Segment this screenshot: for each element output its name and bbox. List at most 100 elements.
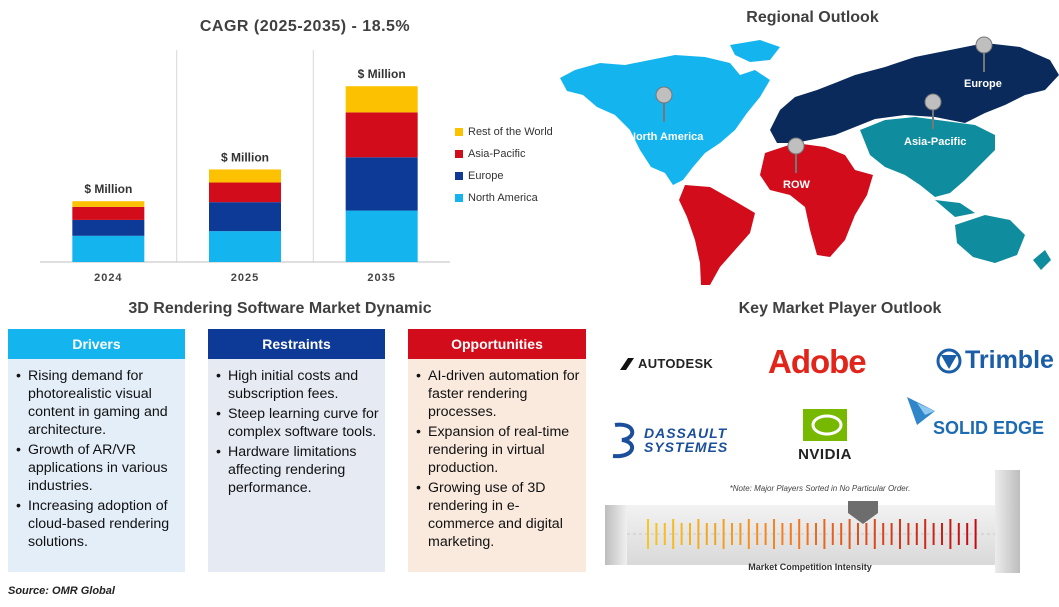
pin-north-america-icon <box>655 86 673 122</box>
list-item: Expansion of real-time rendering in virt… <box>416 423 580 477</box>
bar-segment <box>345 112 418 158</box>
intensity-tick <box>873 519 876 549</box>
legend-item: Asia-Pacific <box>455 143 575 165</box>
intensity-tick <box>722 519 725 549</box>
intensity-tick <box>705 523 708 545</box>
map-europe <box>770 43 1059 143</box>
legend-label: Rest of the World <box>468 126 553 138</box>
bar-segment <box>72 201 145 207</box>
trimble-icon <box>936 348 962 373</box>
autodesk-icon <box>620 357 634 370</box>
intensity-tick <box>899 519 901 549</box>
intensity-tick <box>865 523 868 545</box>
intensity-tick <box>907 523 910 545</box>
restraints-list: High initial costs and subscription fees… <box>216 367 379 497</box>
solid-edge-icon <box>907 397 935 425</box>
x-tick-label: 2025 <box>231 272 259 284</box>
intensity-tick <box>857 523 859 545</box>
drivers-list: Rising demand for photorealistic visual … <box>16 367 179 551</box>
intensity-tick <box>823 519 826 549</box>
dynamics-title: 3D Rendering Software Market Dynamic <box>128 300 432 317</box>
bar-total-label: $ Million <box>358 67 406 81</box>
map-label-europe: Europe <box>964 78 1002 90</box>
intensity-tick <box>974 519 977 549</box>
legend-item: Europe <box>455 165 575 187</box>
intensity-tick <box>789 523 792 545</box>
intensity-tick <box>747 519 750 549</box>
intensity-gauge: Market Competition Intensity <box>605 470 1020 575</box>
list-item: AI-driven automation for faster renderin… <box>416 367 580 421</box>
intensity-tick <box>890 523 893 545</box>
intensity-label: Market Competition Intensity <box>748 562 872 572</box>
legend-swatch <box>455 172 463 180</box>
intensity-tick <box>697 519 700 549</box>
list-item: Growth of AR/VR applications in various … <box>16 441 179 495</box>
chart-legend: Rest of the World Asia-Pacific Europe North… <box>455 121 575 209</box>
legend-label: North America <box>468 192 538 204</box>
intensity-tick <box>831 523 834 545</box>
bar-segment <box>345 86 418 113</box>
opportunities-panel: Opportunities AI-driven automation for f… <box>408 329 586 572</box>
bar-total-label: $ Million <box>84 182 132 196</box>
map-label-asia-pacific: Asia-Pacific <box>904 136 967 148</box>
restraints-panel: Restraints High initial costs and subscr… <box>208 329 385 572</box>
pin-asia-pacific-icon <box>924 93 942 129</box>
players-note: *Note: Major Players Sorted in No Partic… <box>729 484 911 493</box>
bar-segment <box>209 231 281 262</box>
trimble-logo: Trimble <box>935 346 1054 375</box>
intensity-tick <box>949 519 952 549</box>
legend-swatch <box>455 194 463 202</box>
intensity-tick <box>739 523 742 545</box>
players-title: Key Market Player Outlook <box>738 300 942 317</box>
dassault-icon <box>612 422 635 459</box>
chart-title: CAGR (2025-2035) - 18.5% <box>199 18 411 35</box>
intensity-marker-icon <box>848 501 878 524</box>
intensity-tick <box>957 523 960 545</box>
map-south-america <box>679 185 755 285</box>
solid-edge-logo: SOLID EDGE <box>905 395 1044 438</box>
restraints-header: Restraints <box>208 329 385 359</box>
bar-segment <box>209 202 281 232</box>
list-item: Rising demand for photorealistic visual … <box>16 367 179 439</box>
nvidia-icon <box>803 409 847 441</box>
drivers-panel: Drivers Rising demand for photorealistic… <box>8 329 185 572</box>
intensity-tick <box>689 523 691 545</box>
intensity-tick <box>932 523 935 545</box>
bar-segment <box>72 219 145 236</box>
bar-segment <box>345 210 418 262</box>
list-item: Steep learning curve for complex softwar… <box>216 405 379 441</box>
intensity-tick <box>680 523 683 545</box>
intensity-tick <box>756 523 759 545</box>
map-label-row: ROW <box>783 179 810 191</box>
autodesk-logo: AUTODESK <box>620 356 713 371</box>
list-item: High initial costs and subscription fees… <box>216 367 379 403</box>
opportunities-list: AI-driven automation for faster renderin… <box>416 367 580 551</box>
list-item: Hardware limitations affecting rendering… <box>216 443 379 497</box>
dassault-logo: DASSAULT SYSTEMES <box>610 420 728 460</box>
intensity-tick <box>764 523 767 545</box>
intensity-tick <box>731 523 733 545</box>
adobe-logo: Adobe <box>768 343 867 380</box>
pin-europe-icon <box>975 36 993 72</box>
intensity-tick <box>815 523 817 545</box>
regional-title: Regional Outlook <box>746 9 879 26</box>
x-tick-label: 2024 <box>94 272 122 284</box>
bar-segment <box>72 235 145 262</box>
intensity-tick <box>848 519 851 549</box>
stacked-bar-chart: $ Million 2024 $ Million 2025 $ Million 2035 <box>40 50 450 284</box>
intensity-tick <box>924 519 927 549</box>
legend-swatch <box>455 150 463 158</box>
legend-label: Europe <box>468 170 504 182</box>
map-africa <box>760 143 873 257</box>
source-note: Source: OMR Global <box>8 585 115 597</box>
intensity-tick <box>714 523 717 545</box>
list-item: Growing use of 3D rendering in e-commerc… <box>416 479 580 551</box>
intensity-ticks <box>627 519 995 549</box>
intensity-tick <box>941 523 943 545</box>
world-map <box>560 40 1059 285</box>
intensity-tick <box>655 523 658 545</box>
intensity-tick <box>647 519 649 549</box>
bar-segment <box>345 157 418 211</box>
bar-segment <box>72 206 145 220</box>
legend-item: North America <box>455 187 575 209</box>
